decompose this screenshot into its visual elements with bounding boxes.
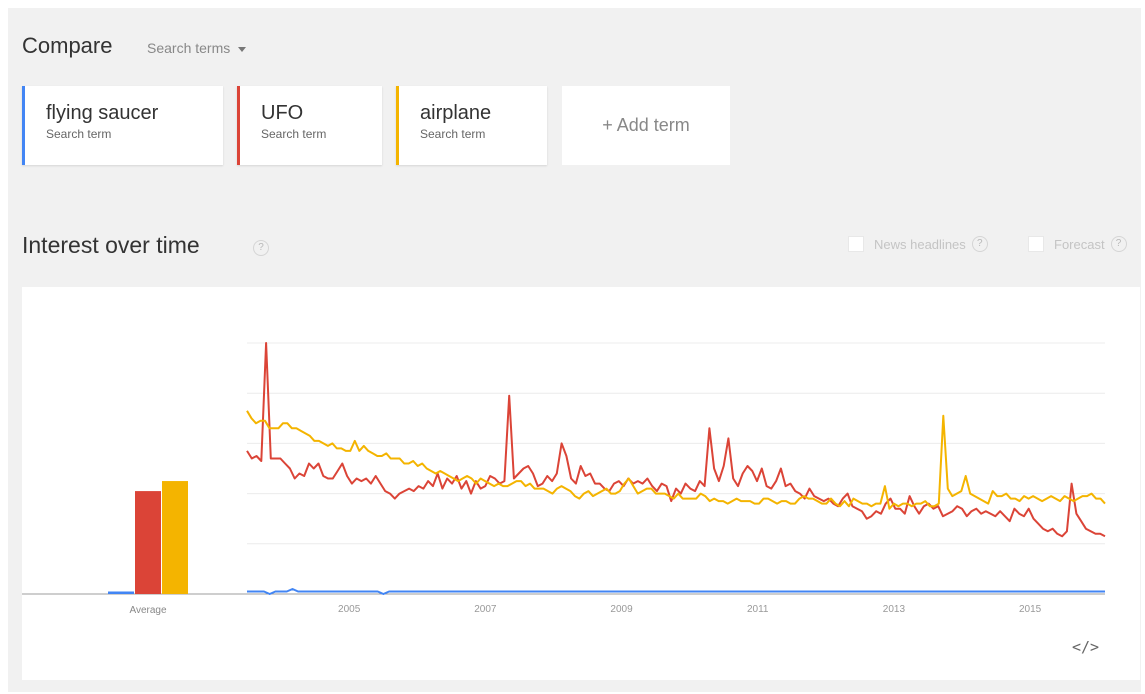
term-card-ufo[interactable]: UFO Search term <box>237 86 382 165</box>
compare-title: Compare <box>22 33 113 58</box>
news-headlines-option[interactable]: News headlines ? <box>848 236 988 252</box>
interest-chart-card: Average 2005 2007 2009 2011 2013 2015 <box>22 287 1140 680</box>
help-icon[interactable]: ? <box>253 240 269 256</box>
average-bar <box>108 591 134 594</box>
series-line <box>246 410 1106 510</box>
x-tick-label: 2007 <box>474 604 497 615</box>
embed-code-icon[interactable]: </> <box>1072 638 1100 656</box>
x-tick-label: 2011 <box>747 604 769 615</box>
series-line <box>246 342 1106 538</box>
series-line <box>247 588 1105 595</box>
term-color-bar <box>22 86 25 165</box>
help-icon[interactable]: ? <box>1110 236 1127 252</box>
average-label: Average <box>129 605 167 616</box>
term-color-bar <box>396 86 399 165</box>
interest-chart: Average 2005 2007 2009 2011 2013 2015 <box>22 342 1106 616</box>
forecast-option[interactable]: Forecast ? <box>1028 236 1127 252</box>
x-tick-label: 2005 <box>338 604 361 615</box>
compare-mode-label: Search terms <box>147 40 231 56</box>
x-tick-label: 2009 <box>610 604 633 615</box>
x-tick-label: 2015 <box>1019 604 1042 615</box>
term-name: airplane <box>420 102 492 124</box>
average-bar <box>162 481 188 594</box>
term-name: flying saucer <box>46 102 159 124</box>
term-type: Search term <box>46 127 112 141</box>
compare-mode-dropdown[interactable]: Search terms <box>147 40 247 56</box>
term-color-bar <box>237 86 240 165</box>
x-tick-label: 2013 <box>883 604 906 615</box>
forecast-label: Forecast <box>1054 236 1105 252</box>
average-bar <box>135 491 161 594</box>
term-type: Search term <box>261 127 327 141</box>
news-headlines-checkbox[interactable] <box>848 236 864 252</box>
term-type: Search term <box>420 127 486 141</box>
news-headlines-label: News headlines <box>874 236 966 252</box>
interest-over-time-title: Interest over time <box>22 232 200 258</box>
forecast-checkbox[interactable] <box>1028 236 1044 252</box>
add-term-button[interactable]: + Add term <box>562 86 730 165</box>
help-icon[interactable]: ? <box>971 236 988 252</box>
caret-down-icon <box>238 46 247 52</box>
term-card-airplane[interactable]: airplane Search term <box>396 86 547 165</box>
term-card-flying-saucer[interactable]: flying saucer Search term <box>22 86 223 165</box>
term-name: UFO <box>261 102 304 124</box>
